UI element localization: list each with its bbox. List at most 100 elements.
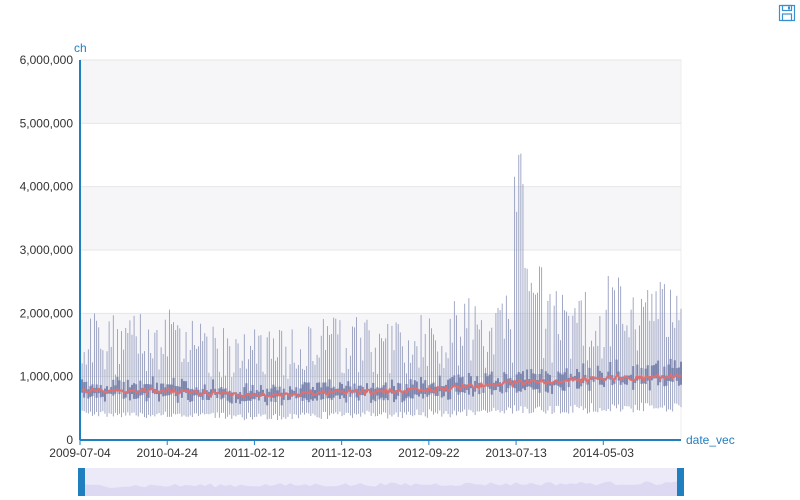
candle-body [378,388,381,400]
candle-body [305,382,308,400]
candle-body [671,367,674,382]
x-tick-label: 2013-07-13 [485,446,547,460]
candle-body [623,375,626,385]
candle-body [251,385,254,399]
candle-body [621,376,624,383]
x-tick-label: 2012-09-22 [398,446,460,460]
candle-body [559,373,562,388]
candle-body [128,387,131,401]
candle-body [453,375,456,387]
candle-body [210,389,213,398]
candle-body [615,359,618,376]
candle-body [101,390,104,397]
candle-body [576,368,579,389]
median-close-line [79,373,682,399]
candle-body [519,373,522,392]
candle-body [224,388,227,395]
save-icon[interactable] [778,4,796,22]
x-axis-label: date_vec [686,433,735,447]
candle-body [182,381,185,393]
candle-body [551,381,554,394]
candle-body [170,384,173,394]
datazoom-preview [80,481,681,496]
y-tick-label: 1,000,000 [20,370,74,384]
candle-body [272,384,275,398]
candle-body [403,390,406,401]
candle-body [544,371,547,392]
candle-body [336,388,339,396]
candle-body [603,378,606,387]
candle-body [632,366,635,390]
candle-body [155,382,158,395]
candle-body [316,382,319,401]
datazoom-handle-left[interactable] [78,468,85,496]
candle-body [380,387,383,398]
candle-body [309,389,312,400]
candle-body [241,395,244,401]
candle-body [139,380,142,396]
candle-body [218,388,221,394]
candle-body [451,377,454,388]
candle-body [476,376,479,389]
candle-body [538,374,541,393]
y-tick-label: 4,000,000 [20,180,74,194]
candle-body [657,360,660,386]
candle-body [524,379,527,391]
candle-body [370,387,373,403]
candle-body [420,376,423,394]
candle-body [108,390,111,394]
candle-body [386,392,389,401]
candle-body [81,379,84,393]
candle-body [619,376,622,385]
candle-body [151,376,154,394]
y-tick-label: 0 [66,433,73,447]
candle-body [85,381,88,394]
candle-body [203,384,206,395]
candle-body [334,388,337,396]
candle-body [469,376,472,389]
candle-body [630,374,633,381]
candle-body [438,375,441,392]
plot-band [80,250,681,314]
candle-body [216,392,219,399]
candle-body [374,388,377,402]
candle-body [463,384,466,393]
candle-body [270,388,273,402]
candle-body [428,385,431,395]
datazoom-slider[interactable] [78,468,684,496]
datazoom-handle-right[interactable] [677,468,684,496]
candle-body [230,392,233,404]
candle-body [122,381,125,399]
candle-body [501,384,504,394]
candle-body [212,379,215,393]
candle-body [289,386,292,400]
candle-body [318,382,321,396]
candle-body [532,373,535,390]
candle-body [193,389,196,396]
candle-body [280,392,283,406]
candle-body [430,383,433,394]
plot-band [80,60,681,124]
candle-body [185,381,188,393]
candle-body [359,385,362,396]
candle-body [255,389,258,398]
candle-body [569,373,572,379]
candle-body [530,368,533,388]
candle-body [124,392,127,398]
candle-body [397,382,400,396]
axes: ch date_vec [74,41,735,447]
candle-body [106,386,109,394]
candle-body [355,388,358,398]
candle-body [488,374,491,389]
candle-body [457,374,460,395]
candle-body [503,372,506,384]
candle-body [673,360,676,378]
candle-body [226,391,229,401]
candle-body [505,374,508,393]
candle-body [555,380,558,385]
candle-body [652,365,655,379]
candle-body [228,390,231,403]
candle-body [609,361,612,380]
candle-body [521,371,524,389]
candle-body [172,377,175,393]
